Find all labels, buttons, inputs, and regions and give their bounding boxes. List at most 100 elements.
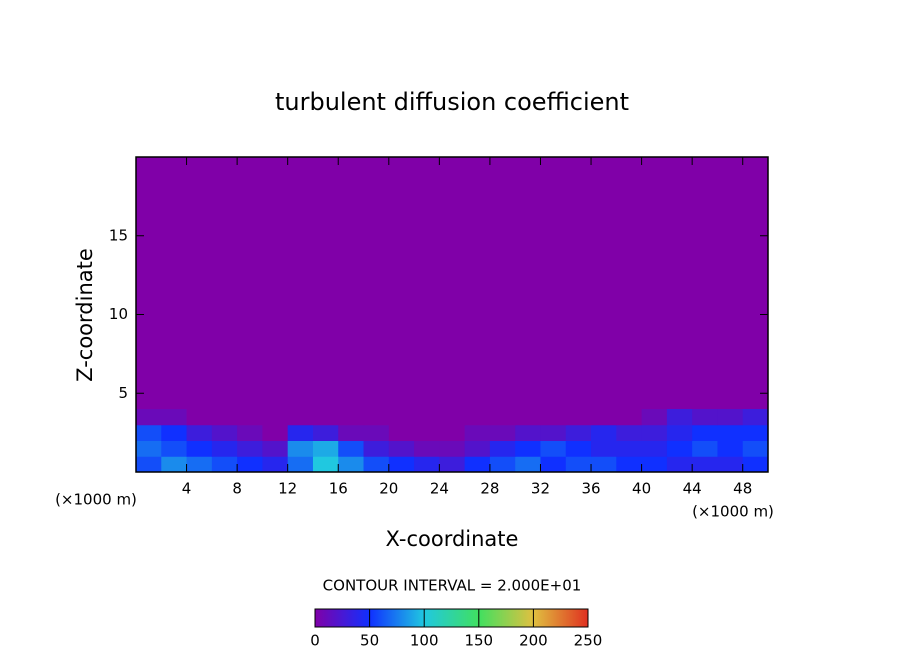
field-cell xyxy=(211,456,238,473)
field-cell xyxy=(616,456,643,473)
field-cell xyxy=(237,440,263,457)
field-cell xyxy=(565,456,592,473)
field-cell xyxy=(136,409,162,426)
field-cell xyxy=(161,440,188,457)
field-cell xyxy=(237,456,263,473)
field-cell xyxy=(439,409,466,426)
x-tick-label: 12 xyxy=(278,480,297,498)
contour-interval: CONTOUR INTERVAL = 2.000E+01 xyxy=(323,577,582,595)
field-cell xyxy=(717,440,744,457)
field-cell xyxy=(641,424,668,441)
field-cell xyxy=(388,409,415,426)
field-cell xyxy=(616,440,643,457)
field-cell xyxy=(540,456,567,473)
field-cell xyxy=(591,456,617,473)
field-cell xyxy=(287,456,314,473)
field-cell xyxy=(742,424,769,441)
colorbar-tick-label: 100 xyxy=(410,632,439,650)
field-cell xyxy=(666,424,693,441)
field-cell xyxy=(692,424,718,441)
field-cell xyxy=(161,424,188,441)
field-cell xyxy=(262,456,289,473)
field-cell xyxy=(287,440,314,457)
field-cell xyxy=(742,409,769,426)
x-tick-label: 8 xyxy=(232,480,242,498)
field-cell xyxy=(692,440,718,457)
field-cell xyxy=(338,424,365,441)
field-cell xyxy=(464,456,491,473)
field-cell xyxy=(641,440,668,457)
field-cell xyxy=(489,424,516,441)
field-cell xyxy=(312,409,339,426)
x-tick-label: 4 xyxy=(182,480,192,498)
field-cell xyxy=(692,409,718,426)
field-cell xyxy=(388,440,415,457)
field-cell xyxy=(237,424,263,441)
field-cell xyxy=(237,409,263,426)
field-cell xyxy=(136,424,162,441)
field-cell xyxy=(591,409,617,426)
x-tick-label: 20 xyxy=(379,480,398,498)
field-cell xyxy=(161,456,188,473)
field-cell xyxy=(565,440,592,457)
y-tick-label: 15 xyxy=(109,226,128,244)
field-cell xyxy=(540,440,567,457)
field-cell xyxy=(742,456,769,473)
field-cell xyxy=(388,456,415,473)
field-cell xyxy=(136,440,162,457)
field-cell xyxy=(262,409,289,426)
x-tick-label: 32 xyxy=(531,480,550,498)
field-cell xyxy=(464,424,491,441)
field-cell xyxy=(312,440,339,457)
field-cell xyxy=(489,456,516,473)
field-cell xyxy=(616,424,643,441)
field-cell xyxy=(489,440,516,457)
field-cell xyxy=(287,424,314,441)
field-cell xyxy=(338,409,365,426)
x-unit-label: (×1000 m) xyxy=(55,491,137,509)
colorbar-tick-label: 200 xyxy=(519,632,548,650)
field-cell xyxy=(388,424,415,441)
y-tick-label: 5 xyxy=(118,384,128,402)
field-cell xyxy=(666,409,693,426)
x-tick-label: 44 xyxy=(683,480,702,498)
field-cell xyxy=(262,440,289,457)
field-cell xyxy=(363,456,390,473)
field-cell xyxy=(565,409,592,426)
field-cell xyxy=(591,440,617,457)
x-tick-label: 24 xyxy=(430,480,449,498)
field-cell xyxy=(414,409,440,426)
colorbar-tick-label: 150 xyxy=(464,632,493,650)
x-tick-label: 40 xyxy=(632,480,651,498)
field-cell xyxy=(414,440,440,457)
colorbar xyxy=(314,608,589,628)
field-cell xyxy=(489,409,516,426)
field-cell xyxy=(161,409,188,426)
field-cell xyxy=(439,424,466,441)
field-cell xyxy=(666,456,693,473)
field-cell xyxy=(515,440,541,457)
field-cell xyxy=(211,409,238,426)
field-cell xyxy=(186,456,213,473)
field-cell xyxy=(312,456,339,473)
field-cell xyxy=(363,440,390,457)
colorbar-tick-label: 0 xyxy=(310,632,320,650)
field-cell xyxy=(287,409,314,426)
field-cell xyxy=(464,440,491,457)
field-cell xyxy=(211,440,238,457)
field-cell xyxy=(338,440,365,457)
field-cell xyxy=(641,456,668,473)
field-cell xyxy=(186,409,213,426)
field-cell xyxy=(211,424,238,441)
field-cell xyxy=(414,424,440,441)
field-cell xyxy=(136,456,162,473)
field-cell xyxy=(515,424,541,441)
field-cell xyxy=(616,409,643,426)
field-cell xyxy=(363,424,390,441)
field-cell xyxy=(186,440,213,457)
field-cell xyxy=(717,424,744,441)
chart-title: turbulent diffusion coefficient xyxy=(275,88,629,116)
field-cell xyxy=(338,456,365,473)
field-cell xyxy=(363,409,390,426)
